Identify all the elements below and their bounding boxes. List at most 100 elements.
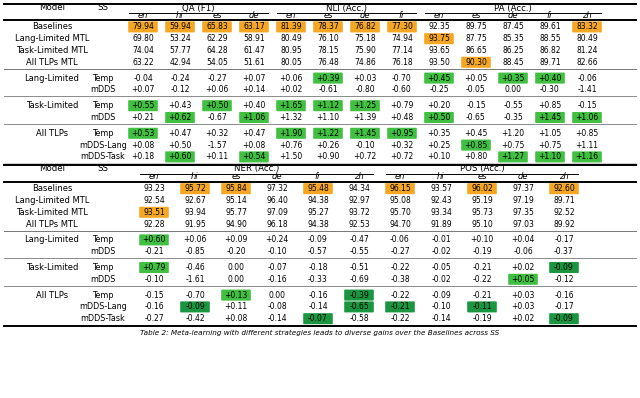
- Text: 76.82: 76.82: [354, 22, 376, 31]
- Text: -0.51: -0.51: [349, 263, 369, 272]
- Text: 65.83: 65.83: [206, 22, 228, 31]
- Text: +1.45: +1.45: [353, 129, 376, 138]
- Text: 89.71: 89.71: [539, 58, 561, 67]
- Text: PA (Acc.): PA (Acc.): [494, 4, 532, 12]
- Text: zh: zh: [559, 172, 569, 181]
- Text: -0.06: -0.06: [513, 247, 533, 256]
- Text: -0.20: -0.20: [226, 247, 246, 256]
- Text: -0.14: -0.14: [431, 314, 451, 323]
- Text: 78.15: 78.15: [317, 46, 339, 55]
- Text: +1.32: +1.32: [280, 113, 303, 122]
- FancyBboxPatch shape: [350, 100, 380, 111]
- Text: mDDS: mDDS: [90, 247, 116, 256]
- Text: +0.02: +0.02: [280, 86, 303, 94]
- FancyBboxPatch shape: [276, 100, 306, 111]
- Text: 95.14: 95.14: [225, 196, 247, 205]
- Text: +0.72: +0.72: [390, 152, 413, 162]
- FancyBboxPatch shape: [535, 151, 565, 162]
- Text: +1.90: +1.90: [280, 129, 303, 138]
- Text: +0.90: +0.90: [316, 152, 340, 162]
- Text: +0.14: +0.14: [243, 86, 266, 94]
- FancyBboxPatch shape: [572, 151, 602, 162]
- Text: 78.37: 78.37: [317, 22, 339, 31]
- Text: -0.67: -0.67: [207, 113, 227, 122]
- Text: 94.38: 94.38: [307, 220, 329, 228]
- Text: mDDS-Task: mDDS-Task: [81, 314, 125, 323]
- Text: 93.34: 93.34: [430, 208, 452, 217]
- Text: 82.66: 82.66: [576, 58, 598, 67]
- Text: -0.30: -0.30: [540, 86, 560, 94]
- Text: 93.57: 93.57: [430, 184, 452, 193]
- Text: 97.19: 97.19: [512, 196, 534, 205]
- Text: -0.10: -0.10: [267, 247, 287, 256]
- Text: 64.28: 64.28: [206, 46, 228, 55]
- Text: -0.09: -0.09: [185, 302, 205, 311]
- Text: hi: hi: [437, 172, 445, 181]
- FancyBboxPatch shape: [424, 33, 454, 44]
- Text: -0.09: -0.09: [554, 263, 574, 272]
- Text: 91.95: 91.95: [184, 220, 206, 228]
- Text: +0.60: +0.60: [168, 152, 192, 162]
- FancyBboxPatch shape: [303, 183, 333, 194]
- Text: -0.70: -0.70: [392, 74, 412, 83]
- Text: 74.04: 74.04: [132, 46, 154, 55]
- FancyBboxPatch shape: [549, 183, 579, 194]
- Text: -0.21: -0.21: [472, 291, 492, 300]
- Text: es: es: [477, 172, 487, 181]
- Text: zh: zh: [354, 172, 364, 181]
- Text: -0.05: -0.05: [466, 86, 486, 94]
- Text: -0.17: -0.17: [554, 235, 574, 244]
- Text: +1.22: +1.22: [317, 129, 339, 138]
- Text: +0.13: +0.13: [225, 291, 248, 300]
- Text: -0.55: -0.55: [349, 247, 369, 256]
- Text: es: es: [323, 12, 333, 21]
- Text: 94.70: 94.70: [389, 220, 411, 228]
- Text: SS: SS: [97, 164, 109, 173]
- Text: 74.94: 74.94: [391, 34, 413, 43]
- Text: -0.11: -0.11: [472, 302, 492, 311]
- Text: +0.06: +0.06: [279, 74, 303, 83]
- Text: SS: SS: [97, 4, 109, 12]
- Text: en: en: [138, 12, 148, 21]
- Text: 91.89: 91.89: [430, 220, 452, 228]
- Text: +0.10: +0.10: [470, 235, 493, 244]
- Text: -0.05: -0.05: [431, 263, 451, 272]
- Text: 89.75: 89.75: [465, 22, 487, 31]
- Text: 93.50: 93.50: [428, 58, 450, 67]
- Text: hi: hi: [191, 172, 199, 181]
- Text: 89.61: 89.61: [539, 22, 561, 31]
- FancyBboxPatch shape: [140, 234, 169, 246]
- Text: +0.75: +0.75: [538, 140, 562, 150]
- Text: +0.50: +0.50: [205, 101, 228, 110]
- Text: 0.00: 0.00: [227, 263, 244, 272]
- Text: +0.03: +0.03: [511, 302, 534, 311]
- Text: -0.01: -0.01: [431, 235, 451, 244]
- Text: +0.45: +0.45: [464, 129, 488, 138]
- Text: +0.32: +0.32: [390, 140, 413, 150]
- Text: 80.05: 80.05: [280, 58, 302, 67]
- Text: de: de: [360, 12, 371, 21]
- Text: -0.22: -0.22: [390, 291, 410, 300]
- Text: +0.35: +0.35: [428, 129, 451, 138]
- Text: mDDS: mDDS: [90, 86, 116, 94]
- Text: +1.65: +1.65: [280, 101, 303, 110]
- Text: Lang-Limited: Lang-Limited: [24, 74, 79, 83]
- Text: +0.60: +0.60: [142, 235, 166, 244]
- Text: -0.19: -0.19: [472, 314, 492, 323]
- Text: +1.27: +1.27: [501, 152, 525, 162]
- Text: +0.11: +0.11: [205, 152, 228, 162]
- Text: -0.17: -0.17: [554, 302, 574, 311]
- Text: 89.71: 89.71: [553, 196, 575, 205]
- FancyBboxPatch shape: [313, 21, 343, 32]
- Text: -0.24: -0.24: [170, 74, 190, 83]
- Text: +0.06: +0.06: [183, 235, 207, 244]
- Text: -0.02: -0.02: [431, 247, 451, 256]
- FancyBboxPatch shape: [467, 301, 497, 312]
- Text: 77.30: 77.30: [391, 22, 413, 31]
- FancyBboxPatch shape: [128, 21, 158, 32]
- Text: Task-Limited MTL: Task-Limited MTL: [16, 46, 88, 55]
- Text: -0.58: -0.58: [349, 314, 369, 323]
- FancyBboxPatch shape: [424, 112, 454, 123]
- Text: 92.43: 92.43: [430, 196, 452, 205]
- Text: +0.21: +0.21: [131, 113, 155, 122]
